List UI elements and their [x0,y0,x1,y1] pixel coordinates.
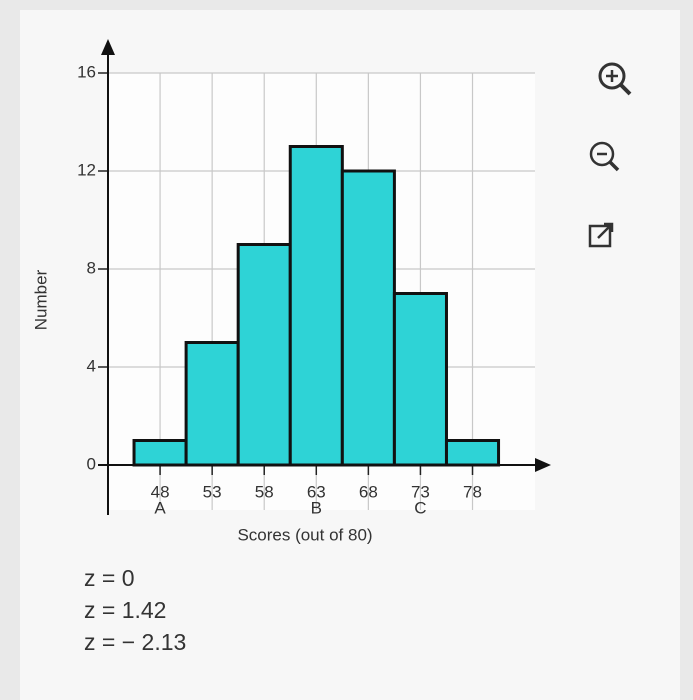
y-axis-label: Number [31,269,50,330]
bar [444,439,501,467]
bar [288,145,344,467]
bar [236,243,292,467]
y-tick-label: 12 [77,160,96,179]
popout-button[interactable] [588,222,614,248]
marker-label: A [154,498,166,517]
y-tick-label: 16 [77,62,96,81]
y-tick-label: 8 [87,258,96,277]
zoom-in-button[interactable] [598,62,632,96]
marker-label: C [414,498,426,517]
marker-label: B [311,498,322,517]
x-axis-label: Scores (out of 80) [237,525,372,544]
x-tick-label: 73 [411,482,430,501]
x-tick-label: 48 [151,482,170,501]
x-tick-label: 78 [463,482,482,501]
x-tick-label: 58 [255,482,274,501]
x-tick-label: 68 [359,482,378,501]
zoom-out-button[interactable] [589,141,620,172]
z-score-note: z = 1.42 [84,597,166,623]
y-tick-label: 0 [87,454,96,473]
z-score-note: z = 0 [84,565,135,591]
bar [184,341,240,467]
x-tick-label: 63 [307,482,326,501]
z-score-note: z = − 2.13 [84,629,186,655]
notes: z = 0 z = 1.42 z = − 2.13 [84,565,186,655]
bar [340,169,396,467]
y-tick-label: 4 [87,356,96,375]
x-tick-label: 53 [203,482,222,501]
x-axis-arrow [535,458,551,472]
bar [392,292,448,467]
bar [132,439,188,467]
y-axis-arrow [101,39,115,55]
